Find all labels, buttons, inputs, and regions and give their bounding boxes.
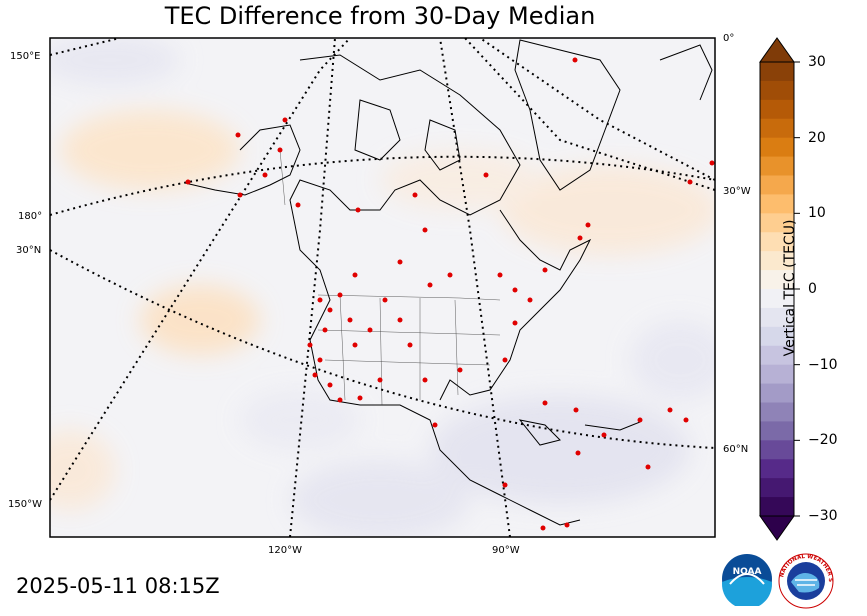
cbar-tick-label: 0	[808, 281, 817, 297]
colorbar-band	[760, 345, 794, 366]
colorbar-band	[760, 459, 794, 479]
coastlines	[184, 39, 713, 526]
colorbar-band	[760, 213, 794, 233]
cbar-tick-label: −30	[808, 508, 838, 524]
colorbar-band	[760, 232, 794, 252]
colorbar-band	[760, 402, 794, 422]
lon-label-0: 0°	[723, 33, 735, 44]
colorbar-label: Vertical TEC (TECU)	[782, 219, 798, 357]
colorbar-band	[760, 326, 794, 347]
lon-label-150w: 150°W	[8, 499, 42, 510]
colorbar	[759, 37, 800, 541]
colorbar-band	[760, 478, 794, 498]
borders	[279, 149, 501, 406]
cbar-tick-label: −10	[808, 357, 838, 373]
cbar-tick-label: 30	[808, 54, 826, 70]
colorbar-band	[760, 497, 794, 517]
colorbar-band	[760, 421, 794, 441]
noaa-logo: NOAA	[722, 554, 772, 606]
colorbar-band	[760, 99, 794, 120]
gnss-stations	[185, 57, 715, 531]
lon-label-150e: 150°E	[10, 51, 41, 62]
colorbar-band	[760, 118, 794, 139]
tec-field	[50, 38, 715, 537]
lon-label-120w: 120°W	[268, 545, 302, 556]
lon-label-90w: 90°W	[492, 545, 520, 556]
colorbar-band	[760, 270, 794, 290]
lon-label-30w: 30°W	[723, 186, 751, 197]
colorbar-band	[760, 62, 794, 82]
cbar-tick-label: −20	[808, 432, 838, 448]
colorbar-band	[760, 156, 794, 176]
colorbar-band	[760, 307, 794, 328]
cbar-tick-label: 20	[808, 130, 826, 146]
graticule	[50, 38, 715, 537]
colorbar-band	[760, 137, 794, 158]
map-frame	[49, 37, 716, 538]
colorbar-band	[760, 383, 794, 403]
lon-label-180: 180°	[18, 211, 43, 222]
colorbar-band	[760, 251, 794, 271]
cbar-tick-label: 10	[808, 205, 826, 221]
lat-label-60n: 60°N	[723, 444, 749, 455]
timestamp: 2025-05-11 08:15Z	[16, 574, 220, 598]
colorbar-band	[760, 440, 794, 460]
colorbar-band	[760, 80, 794, 101]
colorbar-band	[760, 364, 794, 385]
nws-logo: NATIONAL WEATHER SERVICE	[777, 552, 834, 609]
colorbar-band	[760, 194, 794, 214]
colorbar-band	[760, 175, 794, 195]
colorbar-band	[760, 289, 794, 309]
lat-label-30n: 30°N	[16, 245, 42, 256]
svg-text:NOAA: NOAA	[733, 567, 762, 577]
map-title: TEC Difference from 30-Day Median	[164, 2, 596, 30]
